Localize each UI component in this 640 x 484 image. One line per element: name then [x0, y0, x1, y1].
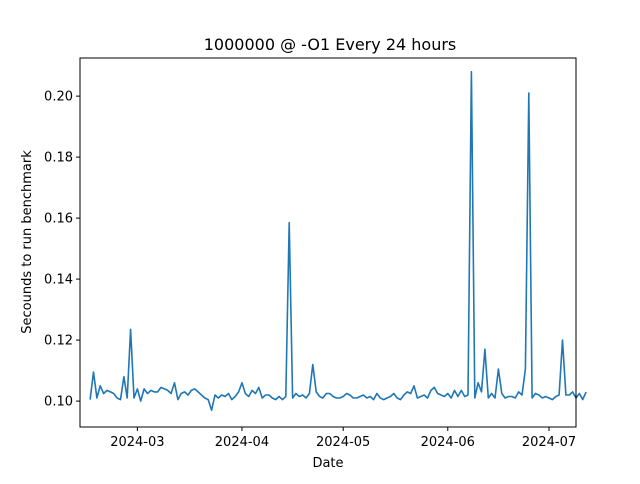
axes-frame	[79, 57, 577, 428]
x-axis-label: Date	[312, 456, 343, 471]
series-line	[89, 70, 587, 412]
x-tick-label: 2024-04	[215, 435, 269, 450]
y-axis-label: Secounds to run benchmark	[20, 150, 35, 334]
y-axis-ticks: 0.10 0.12 0.14 0.16 0.18 0.20	[44, 90, 80, 410]
y-tick-label: 0.18	[44, 151, 73, 166]
x-axis-ticks: 2024-03 2024-04 2024-05 2024-06 2024-07	[110, 427, 576, 450]
x-tick-label: 2024-07	[522, 435, 576, 450]
y-tick-label: 0.20	[44, 90, 73, 105]
plot-area	[89, 70, 587, 412]
chart-title: 1000000 @ -O1 Every 24 hours	[204, 35, 457, 54]
x-tick-label: 2024-05	[316, 435, 370, 450]
y-tick-label: 0.16	[44, 212, 73, 227]
x-tick-label: 2024-03	[110, 435, 164, 450]
y-tick-label: 0.10	[44, 395, 73, 410]
y-tick-label: 0.14	[44, 273, 73, 288]
x-tick-label: 2024-06	[421, 435, 475, 450]
y-tick-label: 0.12	[44, 334, 73, 349]
